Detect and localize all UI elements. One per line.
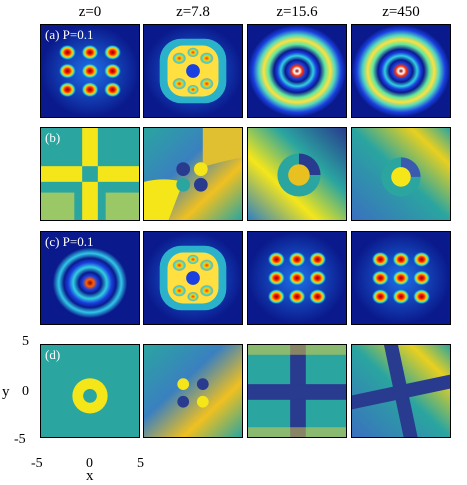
x-axis-label: x: [86, 468, 94, 484]
panel-c-1: (c) P=0.1: [40, 231, 140, 325]
ytick-bottom: -5: [14, 432, 26, 447]
panel-c-3: [247, 231, 347, 325]
y-axis-label: y: [2, 384, 10, 400]
xtick-right: 5: [137, 456, 144, 471]
panel-a-3: [247, 24, 347, 118]
panel-b-2: [143, 127, 243, 221]
col-title-4: z=450: [382, 4, 420, 20]
panel-b-3: [247, 127, 347, 221]
panel-a-4: [351, 24, 451, 118]
panel-d-2: [143, 344, 243, 438]
ytick-mid: 0: [22, 384, 29, 399]
panel-a-1: (a) P=0.1: [40, 24, 140, 118]
panel-b-4: [351, 127, 451, 221]
panel-c-2: [143, 231, 243, 325]
col-title-2: z=7.8: [176, 4, 210, 20]
panel-d-4: [351, 344, 451, 438]
ytick-top: 5: [22, 334, 29, 349]
panel-b-1: (b): [40, 127, 140, 221]
col-title-3: z=15.6: [276, 4, 318, 20]
xtick-mid: 0: [86, 456, 93, 471]
col-title-1: z=0: [78, 4, 102, 20]
panel-label-c: (c) P=0.1: [45, 234, 94, 249]
xtick-left: -5: [31, 456, 43, 471]
panel-label-b: (b): [45, 130, 61, 145]
panel-label-a: (a) P=0.1: [45, 27, 94, 42]
panel-d-3: [247, 344, 347, 438]
panel-c-4: [351, 231, 451, 325]
panel-a-2: [143, 24, 243, 118]
panel-label-d: (d): [45, 347, 61, 362]
panel-d-1: (d): [40, 344, 140, 438]
